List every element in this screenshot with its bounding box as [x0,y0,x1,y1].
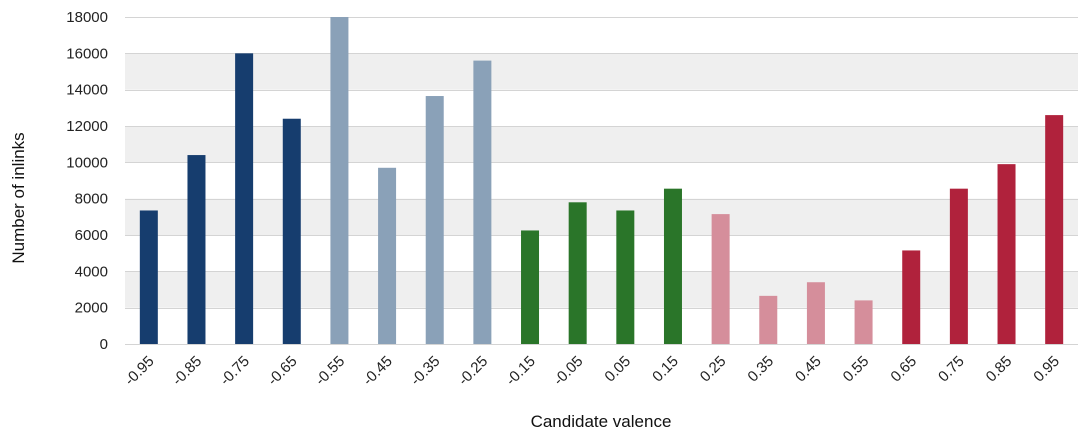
x-tick-label: 0.75 [935,353,968,386]
y-tick-label: 8000 [75,191,108,208]
x-tick-label: 0.05 [601,353,634,386]
x-tick-label: 0.85 [983,353,1016,386]
grid-band [125,198,1078,235]
bar [616,210,635,344]
y-tick-label: 18000 [66,9,108,26]
y-tick-label: 6000 [75,227,108,244]
bar [473,60,492,344]
x-tick-label: -0.95 [121,353,157,389]
y-tick-label: 12000 [66,118,108,135]
x-tick-label: -0.75 [217,353,253,389]
bar [997,164,1016,344]
y-tick-label: 10000 [66,154,108,171]
bar [521,230,540,344]
y-tick-label: 0 [100,336,108,353]
bars [139,17,1064,345]
x-tick-label: 0.95 [1030,353,1063,386]
y-tick-label: 16000 [66,45,108,62]
bar [282,118,301,344]
bar [902,250,921,344]
bar [235,53,254,344]
bar [711,214,730,344]
x-tick-label: -0.25 [455,353,491,389]
bar [139,210,158,344]
x-tick-label: 0.25 [697,353,730,386]
bar [187,155,206,344]
y-tick-label: 2000 [75,300,108,317]
x-tick-label: -0.45 [360,353,396,389]
bar [854,300,873,344]
bar [759,295,778,344]
x-axis-title: Candidate valence [531,412,672,431]
bar [425,96,444,345]
x-tick-label: -0.15 [503,353,539,389]
grid-bands [125,53,1078,308]
bar [663,188,682,344]
bar [568,202,587,344]
grid-band [125,53,1078,90]
y-tick-label: 14000 [66,82,108,99]
grid-band [125,271,1078,308]
x-tick-label: 0.15 [649,353,682,386]
x-tick-label: 0.45 [792,353,825,386]
y-tick-label: 4000 [75,263,108,280]
bar [806,282,825,344]
x-tick-label: 0.65 [887,353,920,386]
x-tick-label: -0.05 [550,353,586,389]
bar [1045,115,1064,344]
y-tick-labels: 0 2000 4000 6000 8000 10000 12000 14000 16000 180… [66,9,108,353]
bar [330,17,349,344]
bar [949,188,968,344]
grid-band [125,126,1078,163]
x-tick-labels: -0.95 -0.85 -0.75 -0.65 -0.55 -0.45 -0.35 -0.25… [121,353,1063,389]
x-tick-label: -0.65 [264,353,300,389]
y-axis-title: Number of inlinks [9,132,28,263]
x-tick-label: -0.55 [312,353,348,389]
x-tick-label: 0.55 [840,353,873,386]
x-tick-label: -0.85 [169,353,205,389]
x-tick-label: 0.35 [744,353,777,386]
x-tick-label: -0.35 [407,353,443,389]
bar [378,167,397,344]
